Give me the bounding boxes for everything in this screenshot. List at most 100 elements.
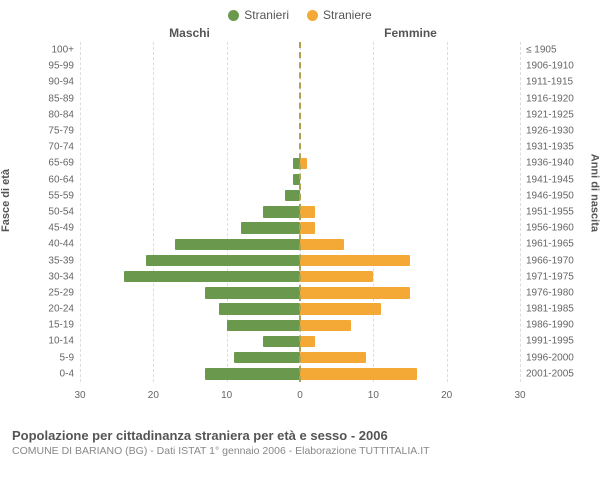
female-half [300,368,520,379]
male-half [80,190,300,201]
age-label: 25-29 [48,287,80,298]
age-label: 90-94 [48,77,80,88]
male-half [80,352,300,363]
age-label: 70-74 [48,142,80,153]
male-bar [263,206,300,217]
male-half [80,44,300,55]
female-bar [300,271,373,282]
chart-subtitle: COMUNE DI BARIANO (BG) - Dati ISTAT 1° g… [12,445,588,457]
x-tick-label: 30 [514,390,525,401]
legend-male-swatch [228,10,239,21]
age-label: 95-99 [48,61,80,72]
x-tick-label: 10 [368,390,379,401]
female-bar [300,206,315,217]
male-bar [241,222,300,233]
male-half [80,303,300,314]
female-half [300,255,520,266]
age-label: 50-54 [48,206,80,217]
female-half [300,352,520,363]
female-half [300,336,520,347]
male-bar [219,303,300,314]
age-label: 45-49 [48,223,80,234]
male-half [80,142,300,153]
legend: Stranieri Straniere [0,0,600,26]
female-bar [300,222,315,233]
age-label: 85-89 [48,93,80,104]
birth-label: 1986-1990 [520,320,574,331]
male-bar [285,190,300,201]
birth-label: 1961-1965 [520,239,574,250]
age-label: 100+ [51,45,80,56]
age-label: 80-84 [48,109,80,120]
male-half [80,93,300,104]
female-half [300,320,520,331]
age-label: 65-69 [48,158,80,169]
legend-female-swatch [307,10,318,21]
birth-label: ≤ 1905 [520,45,557,56]
male-bar [227,320,300,331]
age-label: 0-4 [60,368,80,379]
female-bar [300,368,417,379]
birth-label: 1921-1925 [520,109,574,120]
chart: Fasce di età Anni di nascita 100+≤ 19059… [0,42,600,422]
male-half [80,222,300,233]
male-half [80,109,300,120]
footer: Popolazione per cittadinanza straniera p… [0,422,600,457]
female-half [300,190,520,201]
female-half [300,44,520,55]
male-bar [205,368,300,379]
age-label: 5-9 [60,352,80,363]
female-half [300,158,520,169]
male-half [80,287,300,298]
female-half [300,174,520,185]
birth-label: 1906-1910 [520,61,574,72]
birth-label: 1931-1935 [520,142,574,153]
age-label: 55-59 [48,190,80,201]
male-half [80,77,300,88]
female-bar [300,255,410,266]
centerline [299,42,301,382]
female-bar [300,320,351,331]
male-half [80,61,300,72]
age-label: 60-64 [48,174,80,185]
male-half [80,206,300,217]
legend-female: Straniere [307,8,372,22]
birth-label: 1996-2000 [520,352,574,363]
male-half [80,320,300,331]
male-half [80,125,300,136]
birth-label: 1926-1930 [520,126,574,137]
birth-label: 1936-1940 [520,158,574,169]
male-half [80,368,300,379]
age-label: 75-79 [48,126,80,137]
birth-label: 1946-1950 [520,190,574,201]
column-headers: Maschi Femmine [0,26,600,42]
female-half [300,61,520,72]
birth-label: 1911-1915 [520,77,573,88]
birth-label: 1916-1920 [520,93,574,104]
x-tick-label: 10 [221,390,232,401]
age-label: 20-24 [48,304,80,315]
female-half [300,125,520,136]
birth-label: 1981-1985 [520,304,574,315]
female-half [300,271,520,282]
chart-title: Popolazione per cittadinanza straniera p… [12,428,588,443]
female-bar [300,287,410,298]
legend-male-label: Stranieri [244,8,289,22]
female-bar [300,303,381,314]
female-half [300,303,520,314]
female-half [300,222,520,233]
male-bar [124,271,300,282]
age-label: 30-34 [48,271,80,282]
male-bar [175,239,300,250]
birth-label: 1951-1955 [520,206,574,217]
female-half [300,142,520,153]
x-tick-label: 30 [74,390,85,401]
age-label: 35-39 [48,255,80,266]
male-half [80,336,300,347]
y-left-title: Fasce di età [0,169,12,232]
female-half [300,93,520,104]
male-half [80,174,300,185]
female-half [300,109,520,120]
birth-label: 1941-1945 [520,174,574,185]
male-half [80,239,300,250]
